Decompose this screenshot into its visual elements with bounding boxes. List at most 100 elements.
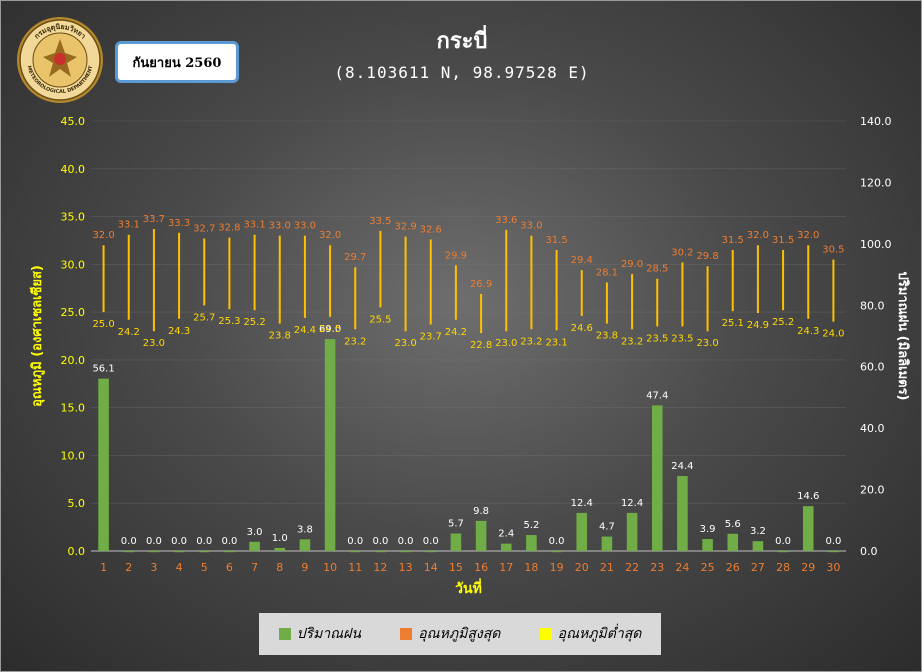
rain-data-label: 0.0: [423, 536, 439, 547]
rain-data-label: 9.8: [473, 506, 489, 517]
x-tick-label: 28: [776, 561, 790, 574]
rain-bar: [450, 533, 462, 551]
rain-data-label: 14.6: [797, 491, 819, 502]
x-tick-label: 5: [201, 561, 208, 574]
tmin-data-label: 23.5: [646, 333, 668, 344]
tmax-data-label: 32.6: [420, 224, 442, 235]
x-tick-label: 21: [600, 561, 614, 574]
tmax-data-label: 33.6: [495, 215, 517, 226]
tmin-data-label: 23.0: [495, 338, 517, 349]
tmax-data-label: 33.0: [520, 221, 542, 232]
rain-bar: [475, 520, 487, 551]
rain-data-label: 0.0: [775, 536, 791, 547]
tmax-data-label: 32.8: [218, 223, 240, 234]
y-right-tick-label: 120.0: [860, 176, 892, 189]
x-tick-label: 20: [575, 561, 589, 574]
rain-bar: [400, 551, 411, 553]
tmin-data-label: 23.8: [596, 331, 618, 342]
legend-label-tmax: อุณหภูมิสูงสุด: [418, 626, 501, 642]
y-right-tick-label: 100.0: [860, 238, 892, 251]
rain-bar: [626, 512, 638, 551]
legend-swatch-rain: [278, 628, 291, 640]
tmin-data-label: 24.2: [445, 327, 467, 338]
tmin-data-label: 25.1: [722, 318, 744, 329]
x-tick-label: 25: [701, 561, 715, 574]
tmin-data-label: 24.5: [319, 324, 341, 335]
rain-bar: [148, 551, 160, 553]
tmin-data-label: 23.7: [420, 332, 442, 343]
rain-bar: [601, 536, 613, 551]
rain-data-label: 2.4: [498, 529, 514, 540]
rain-data-label: 5.7: [448, 518, 464, 529]
x-tick-label: 26: [726, 561, 740, 574]
tmax-data-label: 33.1: [243, 220, 265, 231]
tmin-data-label: 23.1: [545, 337, 567, 348]
chart-legend: ปริมาณฝน อุณหภูมิสูงสุด อุณหภูมิต่ำสุด: [259, 613, 661, 655]
rain-bar: [274, 547, 286, 551]
rain-bar: [576, 512, 588, 551]
x-tick-label: 1: [100, 561, 107, 574]
x-tick-label: 29: [801, 561, 815, 574]
rain-bar: [123, 551, 135, 553]
month-label: กันยายน 2560: [132, 55, 222, 71]
rain-data-label: 0.0: [121, 536, 137, 547]
rain-data-label: 12.4: [571, 498, 593, 509]
rain-data-label: 3.9: [700, 524, 716, 535]
tmin-data-label: 23.0: [143, 338, 165, 349]
rain-data-label: 12.4: [621, 498, 643, 509]
x-tick-label: 30: [826, 561, 840, 574]
x-tick-label: 6: [226, 561, 233, 574]
x-tick-label: 3: [150, 561, 157, 574]
rain-data-label: 0.0: [196, 536, 212, 547]
tmin-data-label: 25.5: [369, 314, 391, 325]
y-right-axis-title: ปริมาณฝน (มิลลิเมตร): [895, 271, 910, 400]
x-tick-label: 2: [125, 561, 132, 574]
legend-swatch-tmax: [400, 628, 413, 640]
meteorological-department-seal: กรมอุตุนิยมวิทยา METEOROLOGICAL DEPARTME…: [17, 17, 103, 103]
legend-item-tmax: อุณหภูมิสูงสุด: [400, 623, 500, 645]
y-right-tick-label: 140.0: [860, 115, 892, 128]
tmax-data-label: 30.5: [822, 245, 844, 256]
y-right-tick-label: 80.0: [860, 299, 885, 312]
tmax-data-label: 33.0: [269, 221, 291, 232]
rain-bar: [173, 551, 185, 553]
rain-data-label: 0.0: [146, 536, 162, 547]
rain-data-label: 0.0: [398, 536, 414, 547]
rain-data-label: 47.4: [646, 390, 668, 401]
tmax-data-label: 32.0: [797, 230, 819, 241]
tmin-data-label: 24.4: [294, 325, 316, 336]
tmin-data-label: 23.2: [344, 336, 366, 347]
tmin-data-label: 23.2: [621, 336, 643, 347]
rain-data-label: 3.0: [247, 527, 263, 538]
tmax-data-label: 33.5: [369, 216, 391, 227]
chart-subtitle-coordinates: (8.103611 N, 98.97528 E): [334, 63, 590, 82]
x-tick-label: 23: [650, 561, 664, 574]
x-tick-label: 16: [474, 561, 488, 574]
y-left-tick-label: 35.0: [61, 211, 86, 224]
rain-data-label: 5.2: [523, 520, 539, 531]
y-left-tick-label: 30.0: [61, 258, 86, 271]
tmax-data-label: 32.7: [193, 224, 215, 235]
x-tick-label: 18: [524, 561, 538, 574]
rain-data-label: 0.0: [549, 536, 565, 547]
tmax-data-label: 32.9: [394, 222, 416, 233]
tmax-data-label: 28.5: [646, 264, 668, 275]
rain-bar: [727, 533, 739, 551]
legend-label-tmin: อุณหภูมิต่ำสุด: [557, 626, 642, 642]
tmin-data-label: 23.8: [269, 331, 291, 342]
rain-bar: [299, 539, 311, 551]
rain-bar: [551, 551, 562, 553]
rain-bar: [777, 551, 789, 553]
rain-bar: [702, 539, 713, 551]
rain-data-label: 3.8: [297, 524, 313, 535]
tmin-data-label: 23.0: [696, 338, 718, 349]
rain-bar: [375, 551, 386, 553]
x-tick-label: 13: [399, 561, 413, 574]
tmin-data-label: 25.2: [772, 317, 794, 328]
tmax-data-label: 33.7: [143, 214, 165, 225]
tmin-data-label: 25.0: [92, 319, 114, 330]
x-tick-label: 14: [424, 561, 438, 574]
rain-data-label: 0.0: [372, 536, 388, 547]
rain-data-label: 5.6: [725, 519, 741, 530]
